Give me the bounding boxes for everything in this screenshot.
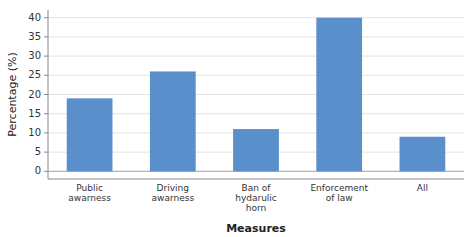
x-tick-label-line: hydarulic bbox=[235, 193, 277, 203]
chart: 0510152025303540PublicawarnessDrivingawa… bbox=[0, 0, 474, 237]
grid-line bbox=[48, 17, 464, 18]
y-tick bbox=[44, 36, 48, 37]
y-tick bbox=[44, 94, 48, 95]
grid-line bbox=[48, 36, 464, 37]
y-tick bbox=[44, 75, 48, 76]
x-tick-label-line: awarness bbox=[152, 193, 195, 203]
x-tick-label-line: Ban of bbox=[242, 183, 272, 193]
y-tick bbox=[44, 171, 48, 172]
x-axis-label: Measures bbox=[226, 222, 286, 235]
grid bbox=[48, 18, 464, 172]
bar bbox=[150, 71, 196, 171]
y-axis-label: Percentage (%) bbox=[6, 52, 19, 136]
x-tick-label-line: All bbox=[417, 183, 428, 193]
y-axis-line bbox=[48, 10, 49, 179]
y-tick-label: 15 bbox=[28, 108, 41, 119]
x-tick-label-line: Enforcement bbox=[310, 183, 368, 193]
y-tick bbox=[44, 132, 48, 133]
x-axis-line bbox=[48, 179, 464, 180]
x-tick-label-line: of law bbox=[326, 193, 353, 203]
x-tick-label-line: awarness bbox=[68, 193, 111, 203]
x-tick-label: Ban ofhydarulichorn bbox=[235, 183, 277, 213]
y-tick bbox=[44, 113, 48, 114]
x-tick-label: All bbox=[417, 183, 428, 193]
y-tick-label: 30 bbox=[28, 50, 41, 61]
y-tick-label: 35 bbox=[28, 31, 41, 42]
y-tick-label: 5 bbox=[35, 146, 41, 157]
axes: 0510152025303540PublicawarnessDrivingawa… bbox=[28, 10, 464, 213]
bars bbox=[67, 18, 446, 172]
x-tick-label-line: horn bbox=[246, 203, 266, 213]
y-tick-label: 10 bbox=[28, 127, 41, 138]
x-tick-label-line: Driving bbox=[157, 183, 189, 193]
bar bbox=[316, 18, 362, 172]
bar bbox=[67, 98, 113, 171]
bar bbox=[233, 129, 279, 171]
x-tick-label: Enforcementof law bbox=[310, 183, 368, 203]
grid-line bbox=[48, 56, 464, 57]
grid-line bbox=[48, 94, 464, 95]
bar bbox=[400, 137, 446, 172]
y-tick bbox=[44, 17, 48, 18]
y-tick-label: 25 bbox=[28, 69, 41, 80]
x-tick-label: Drivingawarness bbox=[152, 183, 195, 203]
y-tick bbox=[44, 56, 48, 57]
grid-line bbox=[48, 75, 464, 76]
x-tick-label: Publicawarness bbox=[68, 183, 111, 203]
y-tick-label: 20 bbox=[28, 89, 41, 100]
y-tick-label: 0 bbox=[35, 165, 41, 176]
y-tick-label: 40 bbox=[28, 12, 41, 23]
x-tick-label-line: Public bbox=[76, 183, 103, 193]
y-tick bbox=[44, 152, 48, 153]
